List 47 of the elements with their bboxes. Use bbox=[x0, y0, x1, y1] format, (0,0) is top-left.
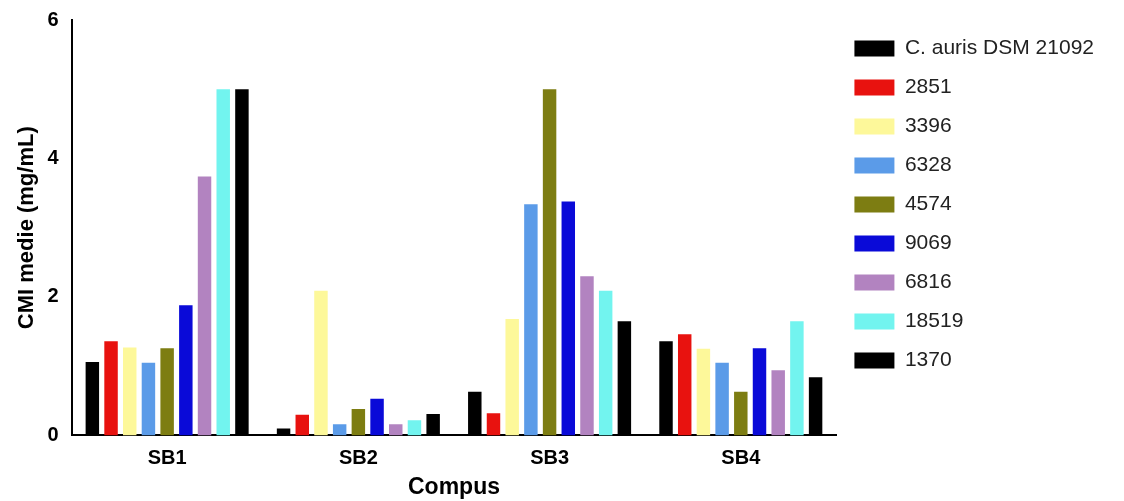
bar bbox=[677, 334, 692, 436]
bar bbox=[314, 290, 328, 436]
bar bbox=[389, 424, 403, 436]
bar bbox=[561, 201, 576, 436]
bar bbox=[104, 341, 118, 436]
bar bbox=[295, 414, 309, 436]
bar bbox=[715, 362, 729, 436]
bar bbox=[598, 290, 613, 436]
bar bbox=[351, 409, 366, 436]
legend-label: 6328 bbox=[904, 152, 952, 176]
bar bbox=[734, 391, 748, 436]
bar bbox=[179, 305, 193, 436]
bar bbox=[160, 348, 174, 436]
legend-label: 1370 bbox=[904, 347, 952, 371]
y-tick-label: 2 bbox=[47, 284, 59, 307]
x-tick-label: SB1 bbox=[147, 445, 187, 468]
y-axis-title: CMI medie (mg/mL) bbox=[13, 126, 39, 330]
bar bbox=[197, 176, 212, 436]
x-axis-title: Compus bbox=[407, 472, 500, 499]
bar bbox=[407, 420, 422, 436]
bar bbox=[370, 398, 384, 436]
bar bbox=[216, 89, 230, 436]
bar bbox=[123, 347, 137, 436]
legend-label: 9069 bbox=[904, 230, 952, 254]
x-tick-label: SB4 bbox=[721, 445, 762, 468]
x-tick-label: SB3 bbox=[530, 445, 570, 468]
bar bbox=[486, 413, 501, 436]
bar bbox=[580, 276, 594, 436]
legend-label: 18519 bbox=[904, 308, 964, 332]
bar bbox=[542, 89, 557, 436]
bar bbox=[771, 370, 785, 436]
legend-label: 6816 bbox=[904, 269, 952, 293]
y-tick-label: 0 bbox=[47, 422, 59, 445]
bar bbox=[332, 424, 347, 436]
legend-label: 3396 bbox=[904, 113, 952, 137]
bar bbox=[505, 319, 519, 436]
bar bbox=[696, 348, 711, 436]
y-tick-label: 6 bbox=[47, 7, 59, 30]
x-tick-label: SB2 bbox=[338, 445, 378, 468]
bar bbox=[141, 362, 156, 436]
legend-label: 2851 bbox=[904, 74, 952, 98]
bar bbox=[752, 348, 767, 436]
y-tick-label: 4 bbox=[47, 145, 60, 168]
bar bbox=[790, 321, 804, 436]
bar bbox=[524, 204, 538, 436]
legend-label: C. auris DSM 21092 bbox=[904, 35, 1095, 59]
legend-label: 4574 bbox=[904, 191, 952, 215]
